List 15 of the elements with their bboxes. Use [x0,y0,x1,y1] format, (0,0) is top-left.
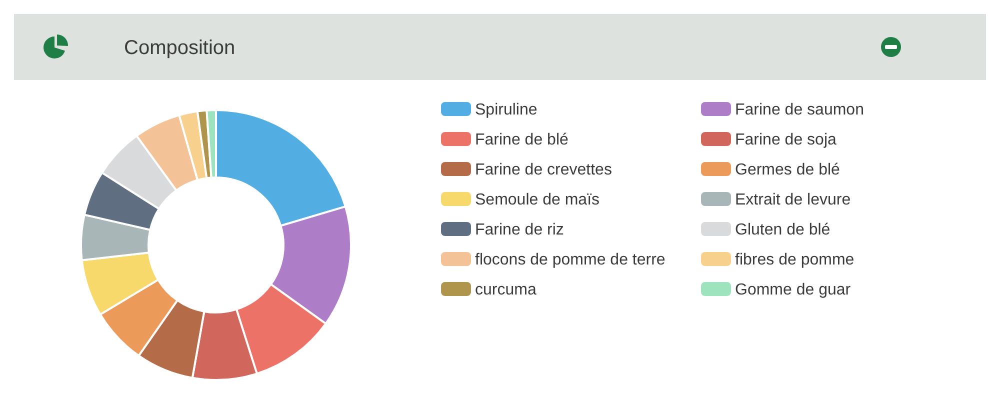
legend-label: Extrait de levure [735,192,851,209]
legend-label: Farine de riz [475,222,564,239]
legend-label: Gomme de guar [735,282,852,299]
legend-label: Gluten de blé [735,222,830,239]
legend-label: Semoule de maïs [475,192,600,209]
legend-label: flocons de pomme de terre [475,252,666,269]
chart-title: Composition [124,37,236,59]
legend-label: Germes de blé [735,162,840,179]
legend-label: Farine de crevettes [475,162,612,179]
legend-label: Spiruline [475,102,538,119]
legend-label: Farine de saumon [735,102,864,119]
legend-label: Farine de soja [735,132,836,149]
legend-label: curcuma [475,282,536,299]
legend-label: fibres de pomme [735,252,854,269]
legend-label: Farine de blé [475,132,568,149]
